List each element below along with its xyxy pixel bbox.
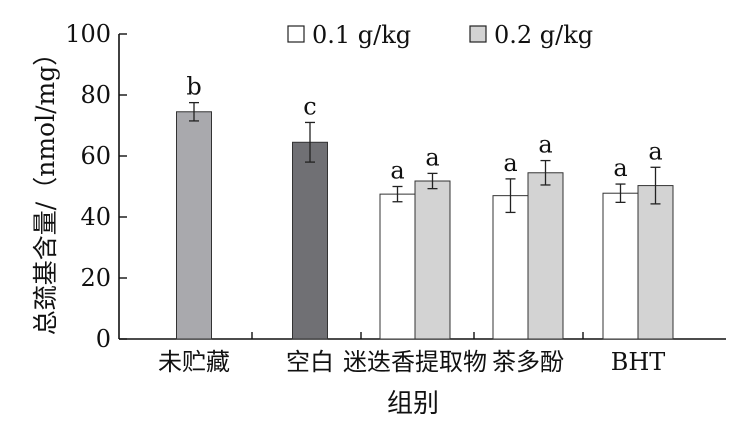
legend-swatch — [469, 25, 487, 43]
x-tick-label: 空白 — [286, 348, 334, 376]
bar — [292, 141, 328, 340]
legend-swatch — [287, 25, 305, 43]
y-tick-label: 40 — [80, 203, 111, 231]
y-tick-label: 0 — [96, 325, 111, 353]
legend-label: 0.2 g/kg — [494, 21, 593, 49]
significance-label: a — [613, 154, 627, 182]
significance-label: a — [503, 149, 517, 177]
x-tick-label: 迷迭香提取物 — [343, 348, 487, 376]
bar — [176, 111, 212, 340]
x-tick-label: BHT — [611, 348, 666, 376]
legend: 0.1 g/kg 0.2 g/kg — [287, 21, 593, 49]
y-tick-label: 80 — [80, 81, 111, 109]
significance-label: a — [425, 143, 439, 171]
bar — [527, 172, 564, 340]
significance-label: b — [186, 73, 201, 101]
significance-label: a — [538, 131, 552, 159]
x-tick-label: 未贮藏 — [158, 348, 230, 376]
y-tick-label: 100 — [65, 20, 111, 48]
bar — [379, 193, 416, 340]
bar — [602, 192, 639, 340]
legend-label: 0.1 g/kg — [312, 21, 411, 49]
significance-label: a — [648, 137, 662, 165]
plot-area: 0 20 40 60 80 100 未贮藏 空白 迷迭香提取物 茶多酚 BHT — [65, 20, 726, 376]
y-axis-label: 总巯基含量/（nmol/mg） — [31, 41, 60, 335]
y-tick-label: 20 — [80, 264, 111, 292]
x-tick-label: 茶多酚 — [492, 348, 564, 376]
significance-label: c — [303, 92, 316, 120]
significance-label: a — [390, 157, 404, 185]
bar — [414, 180, 451, 340]
x-axis-label: 组别 — [387, 389, 439, 419]
bar — [492, 195, 529, 340]
y-tick-label: 60 — [80, 142, 111, 170]
bar — [637, 185, 674, 340]
